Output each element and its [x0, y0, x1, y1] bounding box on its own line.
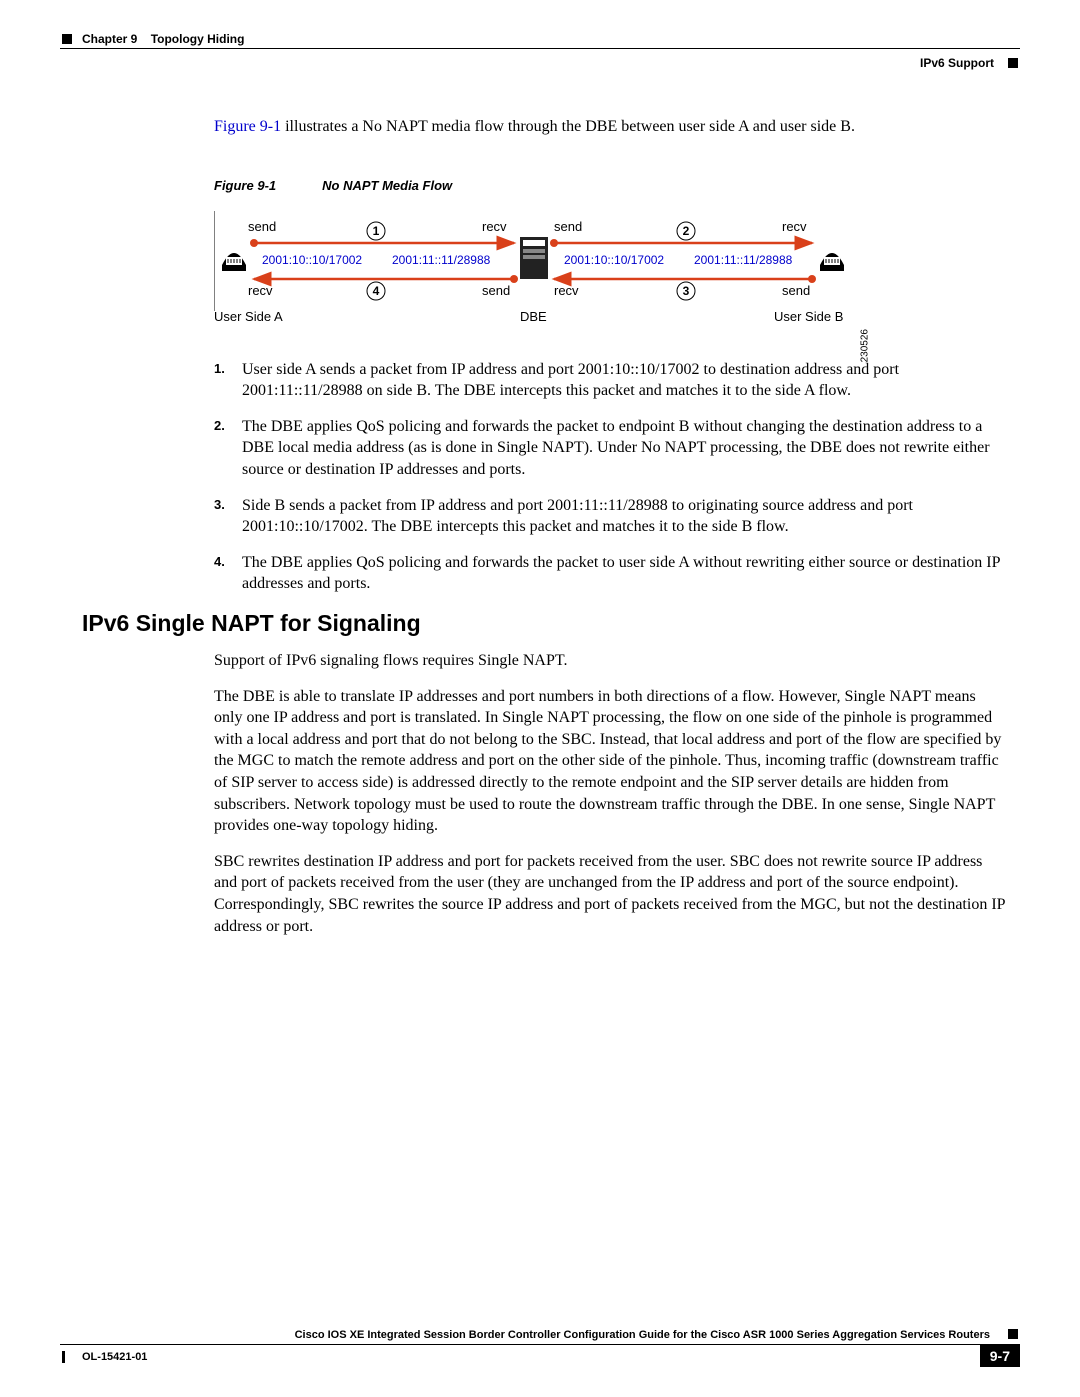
- label-dbe: DBE: [520, 309, 547, 324]
- paragraph: The DBE is able to translate IP addresse…: [214, 686, 1008, 837]
- list-text: The DBE applies QoS policing and forward…: [242, 554, 1000, 593]
- label-recv-dbe-left-top: recv: [482, 219, 507, 234]
- section-body: Support of IPv6 signaling flows requires…: [214, 650, 1008, 951]
- list-item: 1.User side A sends a packet from IP add…: [214, 359, 1008, 402]
- label-user-b: User Side B: [774, 309, 843, 324]
- addr-b1: 2001:10::10/17002: [564, 253, 664, 267]
- list-item: 4.The DBE applies QoS policing and forwa…: [214, 552, 1008, 595]
- header-rule: [60, 48, 1020, 49]
- addr-a1: 2001:10::10/17002: [262, 253, 362, 267]
- intro-text: illustrates a No NAPT media flow through…: [281, 118, 855, 135]
- header-section: IPv6 Support: [920, 56, 994, 70]
- list-text: User side A sends a packet from IP addre…: [242, 361, 899, 400]
- figure-id: 230526: [859, 329, 870, 362]
- figure-caption: Figure 9-1 No NAPT Media Flow: [214, 178, 1008, 193]
- footer-page-number: 9-7: [980, 1345, 1020, 1367]
- paragraph: Support of IPv6 signaling flows requires…: [214, 650, 1008, 672]
- figure-reference-link[interactable]: Figure 9-1: [214, 118, 281, 135]
- header-marker-left: [62, 34, 72, 44]
- footer-bar-left: [62, 1351, 65, 1363]
- label-user-a: User Side A: [214, 309, 283, 324]
- header-marker-right: [1008, 58, 1018, 68]
- svg-text:1: 1: [373, 224, 380, 238]
- chapter-number: Chapter 9: [82, 32, 137, 46]
- figure-diagram: 1 2 3 4 send recv send recv 2001:10::10/…: [214, 211, 854, 331]
- label-send-a-top: send: [248, 219, 276, 234]
- footer-rule: [60, 1344, 1020, 1345]
- list-text: The DBE applies QoS policing and forward…: [242, 418, 990, 478]
- svg-text:2: 2: [683, 224, 690, 238]
- numbered-list: 1.User side A sends a packet from IP add…: [214, 359, 1008, 595]
- addr-a2: 2001:11::11/28988: [392, 253, 490, 267]
- chapter-title: Topology Hiding: [151, 32, 245, 46]
- label-send-b-bottom: send: [782, 283, 810, 298]
- footer-marker: [1008, 1329, 1018, 1339]
- list-text: Side B sends a packet from IP address an…: [242, 497, 913, 536]
- svg-text:3: 3: [683, 284, 690, 298]
- label-send-dbe-left-bottom: send: [482, 283, 510, 298]
- intro-paragraph: Figure 9-1 illustrates a No NAPT media f…: [214, 116, 1008, 138]
- footer-title: Cisco IOS XE Integrated Session Border C…: [60, 1329, 990, 1341]
- label-send-dbe-right-top: send: [554, 219, 582, 234]
- footer-docid: OL-15421-01: [82, 1351, 147, 1363]
- header-chapter: Chapter 9 Topology Hiding: [82, 32, 244, 46]
- label-recv-b-top: recv: [782, 219, 807, 234]
- list-item: 3.Side B sends a packet from IP address …: [214, 495, 1008, 538]
- list-item: 2.The DBE applies QoS policing and forwa…: [214, 416, 1008, 481]
- figure-label: Figure 9-1: [214, 178, 276, 193]
- addr-b2: 2001:11::11/28988: [694, 253, 792, 267]
- svg-text:4: 4: [373, 284, 380, 298]
- label-recv-dbe-right-bottom: recv: [554, 283, 579, 298]
- figure-title: No NAPT Media Flow: [322, 178, 452, 193]
- section-heading: IPv6 Single NAPT for Signaling: [82, 610, 421, 637]
- paragraph: SBC rewrites destination IP address and …: [214, 851, 1008, 937]
- label-recv-a-bottom: recv: [248, 283, 273, 298]
